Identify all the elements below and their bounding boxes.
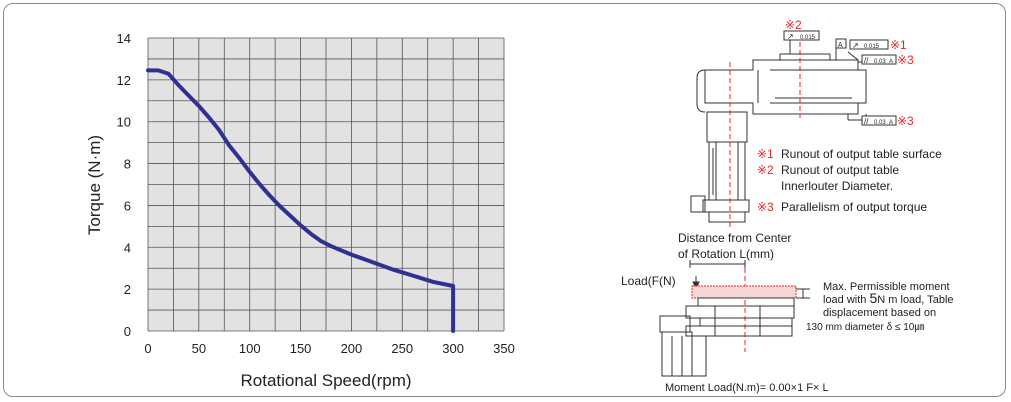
x-tick-labels: 0 50 100 150 200 250 300 350 xyxy=(144,341,514,356)
marker-1-callout: ※1 xyxy=(890,38,907,52)
x-tick-label: 300 xyxy=(442,341,464,356)
marker-2-callout: ※2 xyxy=(785,18,802,32)
moment-note-line2: load with 5N m load, Table xyxy=(823,290,954,306)
panel-frame xyxy=(3,3,1006,397)
technical-diagram xyxy=(659,30,897,377)
legend-item-2-line1: Runout of output table xyxy=(781,163,899,177)
actuator-body xyxy=(704,59,867,115)
y-axis-label: Torque (N·m) xyxy=(85,135,104,235)
runout-top-value: 0.015 xyxy=(800,35,816,41)
load-drawing xyxy=(659,260,810,377)
marker-3-callout-top: ※3 xyxy=(897,53,914,67)
load-label: Load(F(N) xyxy=(621,274,676,288)
distance-label-line1: Distance from Center xyxy=(678,231,791,245)
y-tick-label: 0 xyxy=(124,324,131,339)
legend-item-1: Runout of output table surface xyxy=(781,147,942,161)
y-tick-label: 2 xyxy=(124,282,131,297)
marker-legend: ※1 Runout of output table surface ※2 Run… xyxy=(757,147,942,214)
actuator-left-cap xyxy=(696,69,706,113)
runout-side-value: 0.015 xyxy=(864,44,880,50)
y-tick-label: 12 xyxy=(117,73,131,88)
datum-label: A xyxy=(838,42,843,49)
runout-side-symbol: ↗ xyxy=(852,41,859,50)
x-tick-label: 150 xyxy=(290,341,312,356)
y-tick-label: 4 xyxy=(124,240,131,255)
parallel-top-value: 0.03 xyxy=(874,59,886,65)
x-tick-label: 100 xyxy=(239,341,261,356)
y-tick-labels: 0 2 4 6 8 10 12 14 xyxy=(117,31,131,339)
load-labels: Distance from Center of Rotation L(mm) L… xyxy=(621,231,954,394)
x-tick-label: 250 xyxy=(391,341,413,356)
distance-label-line2: of Rotation L(mm) xyxy=(678,247,774,261)
moment-note-line4: 130 mm diameter δ ≤ 10㎛ xyxy=(806,322,924,333)
runout-box-side xyxy=(849,39,889,50)
marker-3-callout-bottom: ※3 xyxy=(897,114,914,128)
moment-note-line1: Max. Permissible moment xyxy=(823,281,950,293)
parallel-top-symbol: // xyxy=(864,56,869,65)
load-arrow xyxy=(692,281,700,290)
y-tick-label: 14 xyxy=(117,31,131,46)
y-tick-label: 10 xyxy=(117,115,131,130)
parallel-bottom-symbol: // xyxy=(864,117,869,126)
actuator-drawing xyxy=(690,53,880,223)
x-tick-label: 50 xyxy=(192,341,206,356)
load-plate xyxy=(691,285,797,299)
datum-box xyxy=(835,38,847,49)
y-tick-label: 6 xyxy=(124,198,131,213)
legend-marker-1: ※1 xyxy=(757,147,774,161)
legend-item-2-line2: Innerlouter Diameter. xyxy=(781,179,893,193)
torque-curve xyxy=(146,68,456,333)
torque-chart: 0 50 100 150 200 250 300 350 0 2 4 6 8 10 12 14 Rotati… xyxy=(85,31,515,390)
tolerance-box-labels: ↗ 0.015 A ↗ 0.015 // 0.03 A // 0.03 A xyxy=(787,32,893,126)
legend-marker-3: ※3 xyxy=(757,200,774,214)
callout-markers: ※2 ※1 ※3 ※3 xyxy=(785,18,914,128)
center-lines xyxy=(729,42,801,352)
x-tick-label: 0 xyxy=(144,341,151,356)
legend-marker-2: ※2 xyxy=(757,163,774,177)
parallel-bottom-datum: A xyxy=(889,120,893,126)
parallel-top-datum: A xyxy=(889,59,893,65)
runout-box-top xyxy=(783,30,820,41)
grid-horizontal xyxy=(148,37,504,332)
tolerance-callouts xyxy=(783,30,897,126)
parallel-box-top xyxy=(861,54,897,65)
runout-top-symbol: ↗ xyxy=(787,32,794,41)
x-axis-label: Rotational Speed(rpm) xyxy=(240,371,411,390)
motor-housing xyxy=(706,111,748,143)
x-tick-label: 200 xyxy=(341,341,363,356)
moment-note-line3: displacement based on xyxy=(823,307,936,319)
parallel-bottom-value: 0.03 xyxy=(874,120,886,126)
parallel-box-bottom xyxy=(861,115,897,126)
legend-item-3: Parallelism of output torque xyxy=(781,200,927,214)
moment-formula: Moment Load(N.m)= 0.00×1 F× L xyxy=(665,382,829,394)
x-tick-label: 350 xyxy=(493,341,515,356)
y-tick-label: 8 xyxy=(124,157,131,172)
